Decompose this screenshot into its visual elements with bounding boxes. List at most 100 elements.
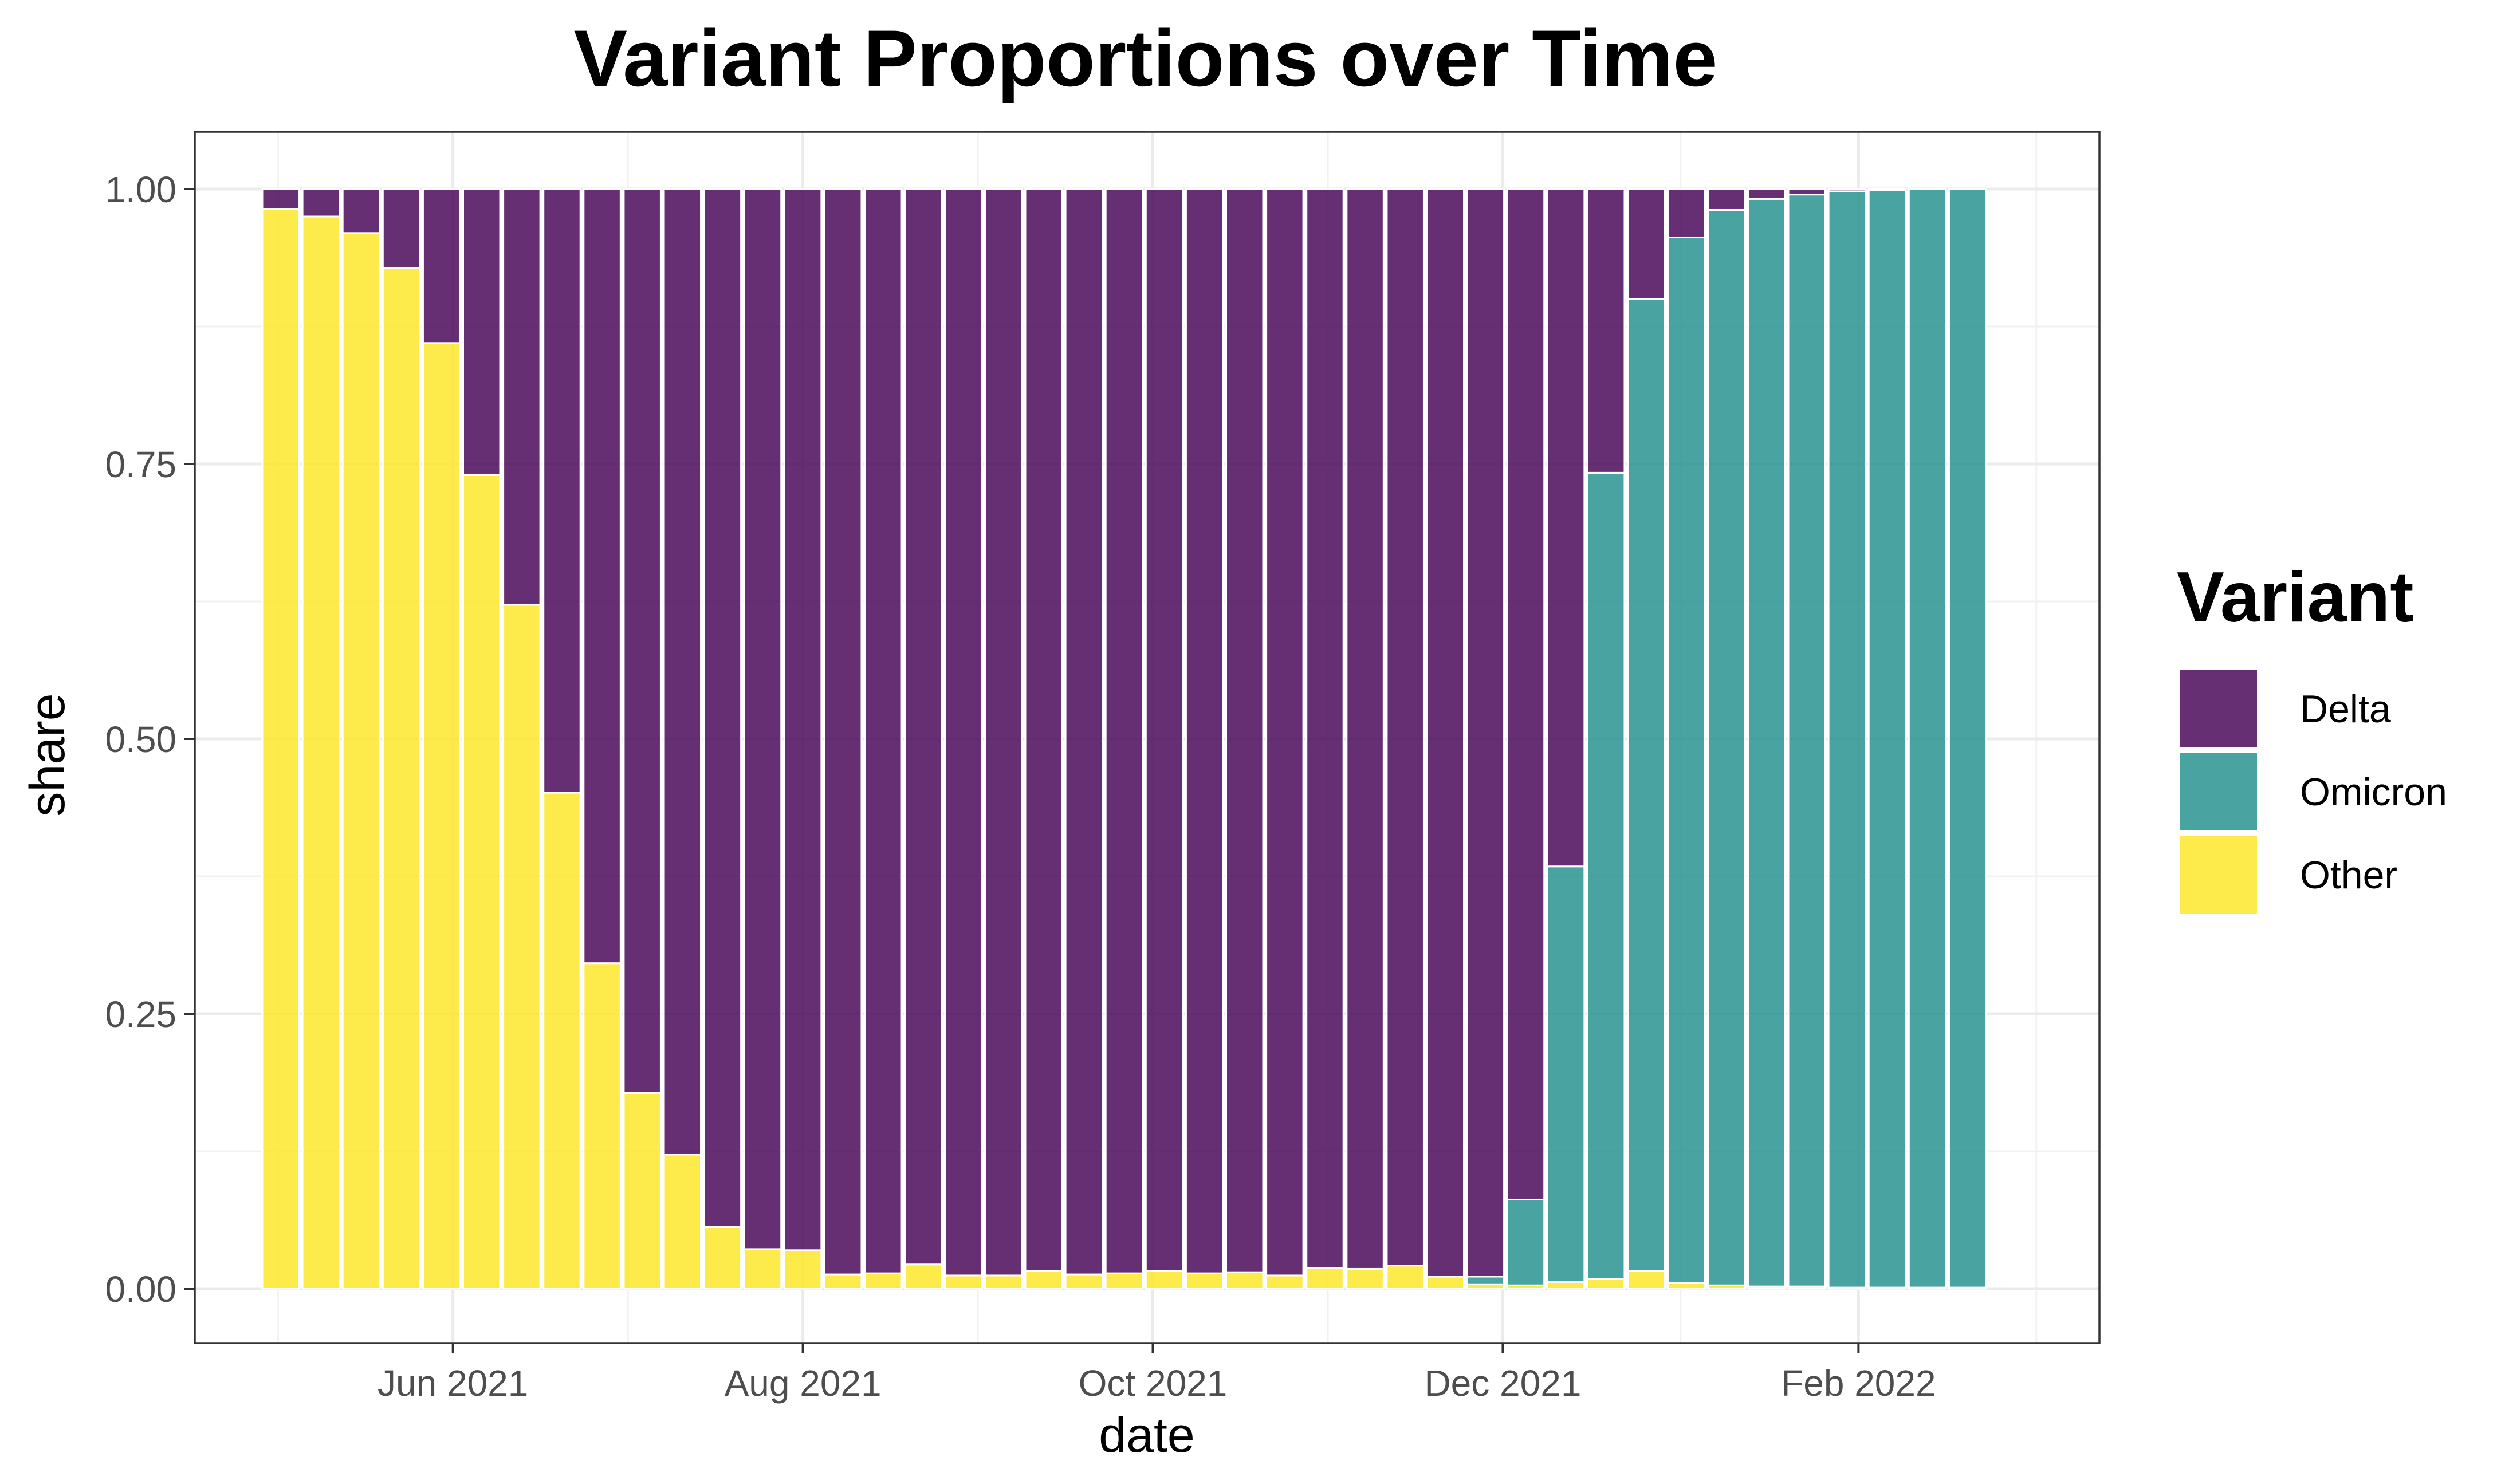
bar-delta: [1787, 188, 1826, 196]
bar-other: [1546, 1281, 1586, 1290]
bar-other: [1265, 1274, 1304, 1290]
bar-delta: [1506, 188, 1546, 1200]
bar-delta: [663, 188, 702, 1156]
bar-delta: [1024, 188, 1063, 1272]
bar-omicron: [1827, 190, 1867, 1289]
bar-omicron: [1586, 471, 1626, 1280]
bar-delta: [1305, 188, 1344, 1269]
bar-other: [502, 604, 541, 1290]
bar-delta: [583, 188, 622, 965]
bar-other: [663, 1154, 702, 1290]
x-tick-label: Aug 2021: [725, 1363, 882, 1404]
bar-delta: [783, 188, 823, 1251]
bar-delta: [1225, 188, 1264, 1273]
bar-delta: [542, 188, 581, 794]
bar-other: [864, 1272, 903, 1290]
y-tick-label: 0.50: [105, 719, 176, 760]
bar-other: [1346, 1267, 1385, 1290]
bar-delta: [341, 188, 381, 234]
x-axis-title: date: [1099, 1408, 1194, 1463]
bar-other: [743, 1248, 782, 1290]
bar-delta: [1667, 188, 1706, 238]
y-axis-title: share: [20, 693, 75, 816]
bar-omicron: [1747, 198, 1786, 1288]
bar-other: [1145, 1270, 1184, 1290]
bar-omicron: [1867, 189, 1907, 1289]
bar-delta: [623, 188, 662, 1094]
x-tick-label: Dec 2021: [1424, 1363, 1581, 1404]
bar-delta: [743, 188, 782, 1250]
bar-delta: [382, 188, 421, 269]
bar-other: [783, 1249, 823, 1290]
bar-omicron: [1466, 1276, 1505, 1285]
bar-delta: [1346, 188, 1385, 1270]
y-axis-ticks: 0.00 0.25 0.50 0.75 1.00: [105, 169, 195, 1310]
bar-delta: [703, 188, 742, 1228]
legend-label-delta: Delta: [2300, 687, 2391, 731]
bar-delta: [1627, 188, 1666, 300]
bar-delta: [1426, 188, 1465, 1278]
legend-label-omicron: Omicron: [2300, 770, 2447, 814]
legend: Variant Delta Omicron Other: [2177, 558, 2447, 914]
bar-delta: [1586, 188, 1626, 474]
bar-delta: [984, 188, 1023, 1277]
bar-omicron: [1948, 188, 1987, 1289]
bar-delta: [1546, 188, 1586, 868]
bar-other: [1064, 1273, 1104, 1290]
stacked-bars: [261, 188, 1987, 1290]
legend-key-omicron: [2180, 753, 2257, 830]
bar-omicron: [1787, 194, 1826, 1288]
bar-omicron: [1667, 236, 1706, 1284]
bar-delta: [864, 188, 903, 1274]
bar-other: [301, 215, 341, 1290]
x-tick-label: Feb 2022: [1781, 1363, 1936, 1404]
plot-border: [194, 131, 2101, 1344]
bar-other: [1104, 1272, 1144, 1290]
bar-other: [542, 792, 581, 1290]
bar-delta: [1386, 188, 1425, 1267]
bar-other: [944, 1274, 983, 1290]
bar-omicron: [1506, 1198, 1546, 1286]
bar-omicron: [1707, 208, 1746, 1286]
bar-other: [984, 1274, 1023, 1290]
bar-other: [904, 1263, 943, 1290]
y-tick-label: 1.00: [105, 169, 176, 210]
bar-other: [462, 474, 501, 1290]
bar-other: [261, 208, 300, 1290]
bar-delta: [1466, 188, 1505, 1278]
bar-omicron: [1908, 188, 1947, 1289]
bar-delta: [1064, 188, 1104, 1276]
bar-delta: [1265, 188, 1304, 1277]
bar-other: [623, 1092, 662, 1290]
bar-other: [1225, 1271, 1264, 1290]
bar-other: [1426, 1276, 1465, 1290]
bar-other: [823, 1273, 863, 1290]
bar-other: [1627, 1270, 1666, 1290]
bar-delta: [301, 188, 341, 218]
y-tick-label: 0.25: [105, 994, 176, 1035]
bar-other: [341, 232, 381, 1290]
bar-delta: [1867, 188, 1907, 191]
bar-other: [422, 342, 461, 1290]
bar-other: [382, 267, 421, 1290]
bar-other: [1586, 1278, 1626, 1290]
y-tick-label: 0.75: [105, 444, 176, 485]
bar-omicron: [1627, 298, 1666, 1272]
bar-delta: [1747, 188, 1786, 200]
bar-delta: [1104, 188, 1144, 1274]
bar-delta: [1827, 188, 1867, 192]
y-tick-label: 0.00: [105, 1269, 176, 1310]
bar-other: [1185, 1272, 1224, 1290]
bar-delta: [261, 188, 300, 210]
x-tick-label: Oct 2021: [1079, 1363, 1228, 1404]
bar-other: [703, 1226, 742, 1290]
bar-delta: [1145, 188, 1184, 1272]
bar-delta: [1707, 188, 1746, 211]
bar-other: [1024, 1270, 1063, 1290]
legend-key-delta: [2180, 670, 2257, 747]
bar-delta: [904, 188, 943, 1266]
x-axis-ticks: Jun 2021 Aug 2021 Oct 2021 Dec 2021 Feb 2022: [377, 1343, 1936, 1404]
bar-omicron: [1546, 865, 1586, 1283]
legend-label-other: Other: [2300, 853, 2397, 897]
bar-other: [1305, 1267, 1344, 1290]
